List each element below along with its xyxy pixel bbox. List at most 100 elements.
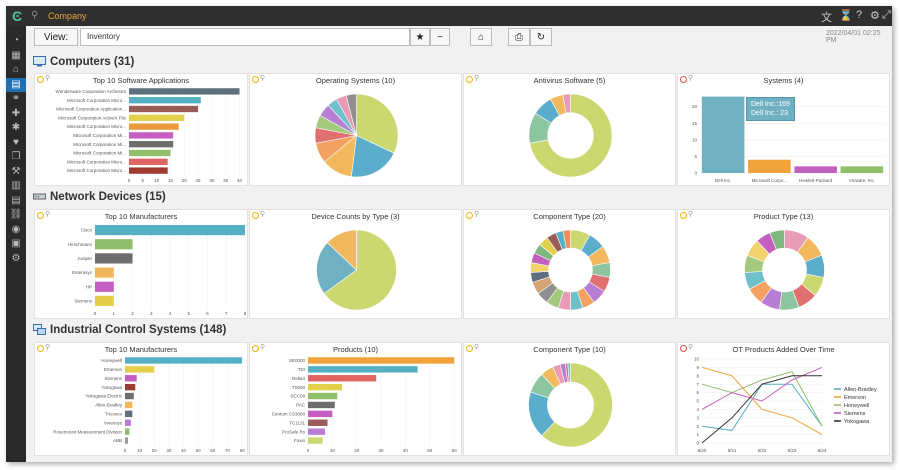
- bar[interactable]: [308, 357, 455, 364]
- bar[interactable]: [748, 159, 791, 173]
- pie-slice[interactable]: [541, 362, 613, 448]
- view-select[interactable]: Inventory: [80, 28, 410, 46]
- translate-icon[interactable]: 文: [821, 12, 832, 24]
- bar[interactable]: [308, 375, 377, 382]
- bar[interactable]: [840, 166, 884, 173]
- pie-slice[interactable]: [345, 93, 357, 136]
- pie-slice[interactable]: [356, 93, 399, 154]
- panel-options-icon[interactable]: [252, 212, 259, 219]
- bar[interactable]: [308, 419, 328, 426]
- series-line[interactable]: [701, 371, 823, 427]
- eye-icon[interactable]: ◉: [11, 223, 21, 235]
- ticket-icon[interactable]: ▥: [11, 180, 21, 191]
- series-line[interactable]: [701, 366, 823, 410]
- location-pin-icon[interactable]: ⚲: [31, 10, 39, 21]
- hourglass-icon[interactable]: ⌛: [839, 10, 853, 22]
- panel-pin-icon[interactable]: ⚲: [474, 211, 480, 218]
- bar[interactable]: [308, 437, 323, 444]
- bar[interactable]: [95, 224, 245, 236]
- remove-view-icon[interactable]: −: [430, 28, 450, 46]
- panel-pin-icon[interactable]: ⚲: [474, 344, 480, 351]
- pie-slice[interactable]: [529, 93, 613, 178]
- bar[interactable]: [794, 166, 837, 173]
- panel-options-icon[interactable]: [37, 76, 44, 83]
- bar[interactable]: [129, 114, 185, 121]
- bar[interactable]: [129, 167, 168, 174]
- network-icon[interactable]: ⚭: [11, 93, 21, 104]
- copy-icon[interactable]: ❐: [11, 151, 21, 162]
- pie-slice[interactable]: [562, 93, 571, 114]
- panel-pin-icon[interactable]: ⚲: [688, 211, 694, 218]
- series-line[interactable]: [701, 375, 822, 444]
- bar[interactable]: [95, 267, 114, 278]
- panel-pin-icon[interactable]: ⚲: [260, 211, 266, 218]
- panel-pin-icon[interactable]: ⚲: [474, 75, 480, 82]
- link-icon[interactable]: ⛓: [9, 209, 23, 220]
- pie-slice[interactable]: [562, 229, 571, 249]
- help-icon[interactable]: ?: [856, 9, 863, 21]
- panel-options-icon[interactable]: [680, 212, 687, 219]
- panel-pin-icon[interactable]: ⚲: [260, 344, 266, 351]
- pie-slice[interactable]: [350, 135, 395, 178]
- bar[interactable]: [95, 295, 114, 307]
- bug-icon[interactable]: ✱: [11, 122, 21, 133]
- pie-slice[interactable]: [323, 229, 397, 311]
- bar[interactable]: [125, 410, 133, 418]
- panel-options-icon[interactable]: [37, 345, 44, 352]
- bar[interactable]: [129, 141, 174, 148]
- puzzle-icon[interactable]: ✚: [11, 107, 21, 119]
- panel-options-icon[interactable]: [680, 345, 687, 352]
- pie-slice[interactable]: [567, 362, 571, 383]
- heartbeat-icon[interactable]: ♥: [13, 136, 19, 148]
- pie-slice[interactable]: [769, 229, 785, 250]
- bar[interactable]: [129, 158, 168, 165]
- series-line[interactable]: [701, 383, 823, 431]
- bar[interactable]: [125, 392, 134, 400]
- bar[interactable]: [129, 97, 201, 104]
- panel-options-icon[interactable]: [680, 76, 687, 83]
- panel-pin-icon[interactable]: ⚲: [688, 344, 694, 351]
- home-icon[interactable]: ⌂: [470, 28, 492, 46]
- panel-options-icon[interactable]: [252, 345, 259, 352]
- bar[interactable]: [125, 428, 130, 435]
- bar[interactable]: [125, 437, 128, 444]
- clipboard-icon[interactable]: ▤: [6, 77, 26, 92]
- bar[interactable]: [129, 123, 179, 130]
- bar[interactable]: [308, 366, 418, 373]
- bar[interactable]: [308, 428, 326, 435]
- pie-slice[interactable]: [326, 229, 357, 271]
- bar[interactable]: [95, 281, 114, 292]
- panel-options-icon[interactable]: [466, 76, 473, 83]
- panel-pin-icon[interactable]: ⚲: [688, 75, 694, 82]
- pie-slice[interactable]: [316, 242, 357, 294]
- bar[interactable]: [125, 375, 137, 382]
- bar[interactable]: [125, 383, 136, 391]
- panel-options-icon[interactable]: [466, 212, 473, 219]
- panel-pin-icon[interactable]: ⚲: [45, 75, 51, 82]
- bar[interactable]: [129, 132, 174, 139]
- grid-icon[interactable]: ▦: [11, 49, 21, 61]
- gear-icon[interactable]: ⚙: [870, 10, 880, 22]
- chart-icon[interactable]: ▤: [11, 194, 21, 206]
- bar[interactable]: [95, 253, 133, 264]
- print-icon[interactable]: ⎙: [508, 28, 530, 46]
- favorite-star-icon[interactable]: ★: [410, 28, 430, 46]
- bar[interactable]: [308, 383, 343, 391]
- bar[interactable]: [308, 401, 335, 409]
- bar[interactable]: [125, 401, 133, 409]
- bar[interactable]: [125, 419, 131, 426]
- panel-options-icon[interactable]: [252, 76, 259, 83]
- panel-pin-icon[interactable]: ⚲: [260, 75, 266, 82]
- series-line[interactable]: [701, 366, 823, 436]
- bar[interactable]: [129, 149, 171, 157]
- panel-options-icon[interactable]: [466, 345, 473, 352]
- bar[interactable]: [129, 88, 240, 95]
- panel-pin-icon[interactable]: ⚲: [45, 344, 51, 351]
- bar[interactable]: [129, 105, 199, 113]
- bar[interactable]: [95, 239, 133, 250]
- bar[interactable]: [308, 392, 338, 400]
- dashboard-icon[interactable]: ◔: [12, 35, 20, 46]
- tools-icon[interactable]: ⚒: [11, 165, 21, 177]
- bar[interactable]: [125, 366, 155, 373]
- app-logo-icon[interactable]: Ͼ: [12, 8, 23, 24]
